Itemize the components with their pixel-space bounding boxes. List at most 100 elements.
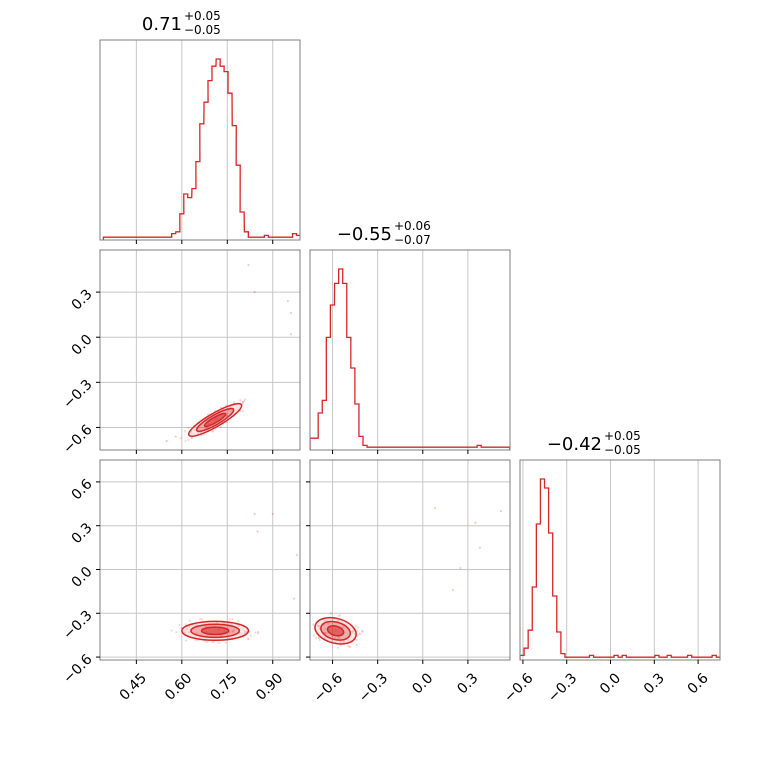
scatter-point-2-1-46 — [333, 636, 337, 640]
scatter-point-2-0-44 — [219, 634, 222, 637]
title-minus-0: −0.05 — [184, 23, 221, 37]
scatter-point-2-1-65 — [323, 636, 327, 640]
y-tick-label-1-0: −0.6 — [60, 422, 95, 457]
scatter-point-2-0-36 — [246, 637, 249, 640]
scatter-point-1-0-0 — [243, 398, 247, 401]
histogram-2 — [520, 478, 720, 660]
title-minus-2: −0.05 — [604, 443, 641, 457]
scatter-point-2-0-57 — [247, 638, 250, 641]
scatter-point-1-0-42 — [212, 429, 215, 433]
x-tick-label-2-0: −0.6 — [501, 670, 536, 705]
y-tick-label-2-0: −0.6 — [60, 651, 95, 686]
outlier-point-1-0-1 — [286, 300, 289, 303]
title-plus-2: +0.05 — [604, 429, 641, 443]
scatter-point-2-0-55 — [184, 623, 187, 626]
scatter-point-1-0-47 — [241, 410, 244, 413]
scatter-point-2-1-60 — [338, 636, 341, 639]
x-tick-label-0-0: 0.45 — [117, 670, 150, 703]
scatter-point-1-0-41 — [230, 408, 233, 412]
scatter-point-2-1-11 — [341, 626, 344, 629]
scatter-point-1-0-5 — [190, 436, 194, 439]
scatter-point-2-1-66 — [354, 624, 357, 628]
scatter-point-2-0-21 — [211, 641, 214, 644]
scatter-point-2-1-40 — [327, 622, 330, 625]
scatter-point-1-0-55 — [241, 400, 244, 404]
scatter-point-2-0-69 — [179, 626, 183, 629]
outlier-point-2-1-4 — [499, 509, 503, 513]
y-tick-label-2-2: 0.0 — [69, 564, 96, 591]
y-tick-label-2-3: 0.3 — [69, 520, 96, 547]
scatter-point-2-0-47 — [178, 623, 181, 627]
scatter-point-2-1-41 — [342, 641, 345, 644]
title-plus-0: +0.05 — [184, 9, 221, 23]
scatter-point-2-1-5 — [323, 619, 326, 623]
outlier-point-2-0-4 — [253, 512, 256, 516]
scatter-point-2-0-52 — [188, 619, 191, 622]
scatter-point-2-1-0 — [318, 639, 321, 642]
scatter-point-1-0-8 — [194, 428, 197, 431]
panel-content-2-0 — [170, 512, 299, 645]
panel-2-0: 0.45 0.60 0.75 0.90 −0.6 −0.3 0.0 0.3 0.6 — [60, 459, 301, 704]
scatter-point-2-0-65 — [185, 639, 188, 642]
panel-1-0: −0.6 −0.3 0.0 0.3 — [60, 249, 301, 457]
scatter-point-1-0-19 — [239, 398, 242, 402]
scatter-point-2-1-20 — [348, 645, 351, 649]
scatter-point-1-0-31 — [187, 426, 190, 429]
y-tick-label-1-1: −0.3 — [60, 377, 95, 412]
scatter-point-2-0-68 — [231, 630, 234, 633]
scatter-point-2-0-16 — [170, 629, 173, 632]
title-value-2: −0.42 — [547, 434, 602, 455]
contour-2-0-2 — [200, 626, 230, 636]
scatter-point-2-1-48 — [359, 632, 362, 636]
scatter-point-2-0-61 — [175, 630, 178, 634]
panel-frame-1-1 — [309, 249, 511, 451]
scatter-point-2-1-61 — [324, 631, 327, 635]
y-tick-label-2-4: 0.6 — [69, 476, 96, 503]
scatter-point-2-0-29 — [188, 631, 191, 634]
scatter-point-2-0-17 — [197, 639, 200, 642]
x-tick-label-2-2: 0.0 — [597, 670, 624, 697]
contour-2-1-2 — [326, 625, 345, 637]
outlier-point-2-0-1 — [271, 512, 274, 516]
scatter-point-2-1-12 — [349, 645, 352, 648]
scatter-point-2-0-5 — [232, 630, 235, 633]
x-tick-label-0-3: 0.90 — [253, 670, 286, 703]
panel-2-1: −0.6 −0.3 0.0 0.3 — [306, 459, 511, 706]
panel-content-0-0 — [102, 58, 300, 240]
panel-2-2: −0.6 −0.3 0.0 0.3 0.6 — [501, 459, 721, 706]
outlier-point-2-1-5 — [474, 521, 477, 524]
scatter-point-2-0-14 — [237, 619, 240, 623]
scatter-point-2-1-51 — [329, 612, 332, 615]
scatter-point-2-1-39 — [324, 632, 327, 635]
scatter-point-2-0-67 — [224, 641, 227, 644]
scatter-point-1-0-6 — [243, 399, 246, 403]
scatter-point-2-0-8 — [186, 628, 189, 631]
scatter-point-1-0-43 — [232, 401, 236, 404]
title-plus-1: +0.06 — [394, 219, 431, 233]
scatter-point-2-1-44 — [312, 634, 316, 637]
scatter-point-1-0-14 — [184, 439, 187, 443]
scatter-point-2-0-26 — [257, 632, 260, 635]
outlier-point-2-1-0 — [433, 507, 436, 510]
scatter-point-2-1-42 — [346, 644, 349, 647]
scatter-point-2-1-16 — [356, 626, 359, 629]
title-minus-1: −0.07 — [394, 233, 431, 247]
x-tick-label-2-3: 0.3 — [641, 670, 668, 697]
outlier-point-2-0-0 — [256, 530, 259, 533]
scatter-point-2-1-62 — [361, 629, 364, 633]
scatter-point-2-0-50 — [204, 640, 207, 643]
outlier-point-1-0-6 — [174, 435, 177, 438]
scatter-point-1-0-64 — [179, 437, 182, 440]
panel-1-1 — [309, 249, 511, 454]
panel-frame-2-2 — [519, 459, 721, 661]
scatter-point-2-1-26 — [318, 625, 321, 628]
scatter-point-1-0-67 — [219, 425, 223, 429]
scatter-point-2-1-19 — [339, 640, 342, 643]
y-tick-label-1-2: 0.0 — [69, 332, 96, 359]
y-tick-label-2-1: −0.3 — [60, 608, 95, 643]
x-tick-label-1-2: 0.0 — [409, 670, 436, 697]
scatter-point-2-1-67 — [347, 639, 350, 642]
outlier-point-1-0-4 — [165, 439, 168, 443]
contour-1-0-2 — [203, 412, 227, 428]
scatter-point-2-1-7 — [317, 636, 321, 639]
